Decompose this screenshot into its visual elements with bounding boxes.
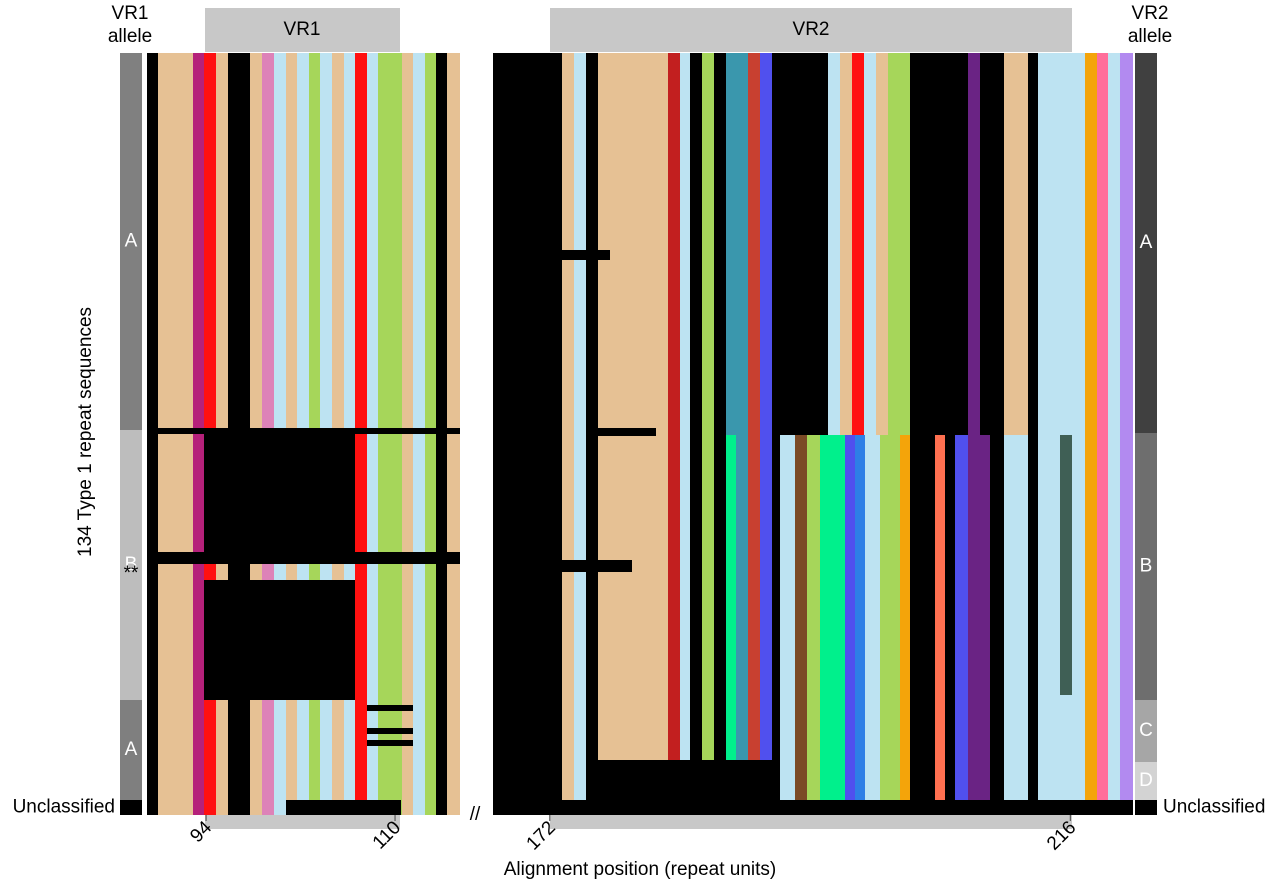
allele-marker: ** — [124, 563, 139, 584]
cell-block — [736, 435, 748, 800]
cell-block — [855, 435, 865, 800]
cell-column — [1085, 53, 1097, 815]
cell-block — [820, 435, 845, 800]
cell-block — [807, 435, 820, 800]
allele-label: A — [125, 231, 138, 252]
cell-column — [1097, 53, 1108, 815]
allele-label: B — [125, 554, 138, 575]
cell-column — [668, 53, 680, 815]
cell-block — [968, 435, 990, 800]
allele-label: B — [1140, 556, 1153, 577]
cell-block — [1004, 435, 1028, 800]
cell-block — [865, 435, 880, 800]
cell-column — [714, 53, 726, 815]
allele-bar — [1135, 700, 1157, 762]
vr1-header-bar — [205, 8, 400, 52]
cell-block — [900, 435, 910, 800]
vr1-allele-title: allele — [108, 26, 152, 47]
cell-block — [586, 760, 780, 800]
cell-block — [845, 435, 855, 800]
allele-bar — [120, 430, 142, 700]
allele-label: Unclassified — [13, 797, 115, 818]
vr2-footer-bar — [550, 815, 1072, 829]
cell-block — [367, 728, 413, 734]
cell-block — [204, 434, 355, 552]
cell-block — [780, 435, 795, 800]
cell-block — [147, 428, 460, 434]
cell-block — [204, 580, 355, 700]
cell-column — [760, 53, 772, 815]
cell-column — [702, 53, 714, 815]
vr2-allele-title: VR2 — [1132, 3, 1169, 24]
cell-column — [1108, 53, 1120, 815]
allele-bar — [120, 800, 142, 815]
cell-block — [562, 250, 610, 260]
allele-label: D — [1139, 770, 1153, 791]
allele-label: Unclassified — [1163, 797, 1265, 818]
vr1-allele-title: VR1 — [112, 3, 149, 24]
y-axis-label: 134 Type 1 repeat sequences — [75, 307, 96, 557]
cell-block — [147, 552, 460, 564]
cell-column — [900, 53, 910, 815]
cell-column — [562, 53, 574, 815]
heatmap — [147, 53, 1133, 815]
cell-block — [586, 428, 656, 436]
cell-block — [562, 560, 632, 572]
vr2-header-bar — [550, 8, 1072, 52]
vr2-allele-title: allele — [1128, 26, 1172, 47]
cell-column — [1038, 53, 1085, 815]
allele-label: A — [125, 739, 138, 760]
vr2-header: VR2 — [793, 19, 830, 40]
cell-block — [726, 435, 736, 800]
vr1-header: VR1 — [284, 19, 321, 40]
cell-column — [1120, 53, 1133, 815]
cell-block — [493, 800, 1133, 815]
allele-label: A — [1140, 232, 1153, 253]
cell-column — [690, 53, 702, 815]
cell-block — [955, 435, 968, 800]
cell-block — [880, 435, 900, 800]
vr1-footer-bar — [205, 815, 400, 829]
cell-column — [493, 53, 562, 815]
cell-block — [367, 740, 413, 746]
cell-column — [574, 53, 586, 815]
allele-label: C — [1139, 720, 1153, 741]
cell-column — [680, 53, 690, 815]
allele-bar — [1135, 53, 1157, 433]
cell-column — [1028, 53, 1038, 815]
axis-break: // — [470, 804, 481, 825]
allele-bar — [1135, 762, 1157, 800]
allele-bar — [120, 53, 142, 430]
allele-bar — [120, 700, 142, 800]
x-axis-label: Alignment position (repeat units) — [504, 859, 776, 880]
cell-block — [1060, 435, 1072, 695]
allele-bar — [1135, 800, 1157, 815]
cell-block — [935, 435, 945, 800]
allele-bar — [1135, 433, 1157, 700]
cell-block — [286, 800, 401, 815]
cell-column — [748, 53, 760, 815]
cell-block — [795, 435, 807, 800]
cell-block — [367, 705, 413, 711]
